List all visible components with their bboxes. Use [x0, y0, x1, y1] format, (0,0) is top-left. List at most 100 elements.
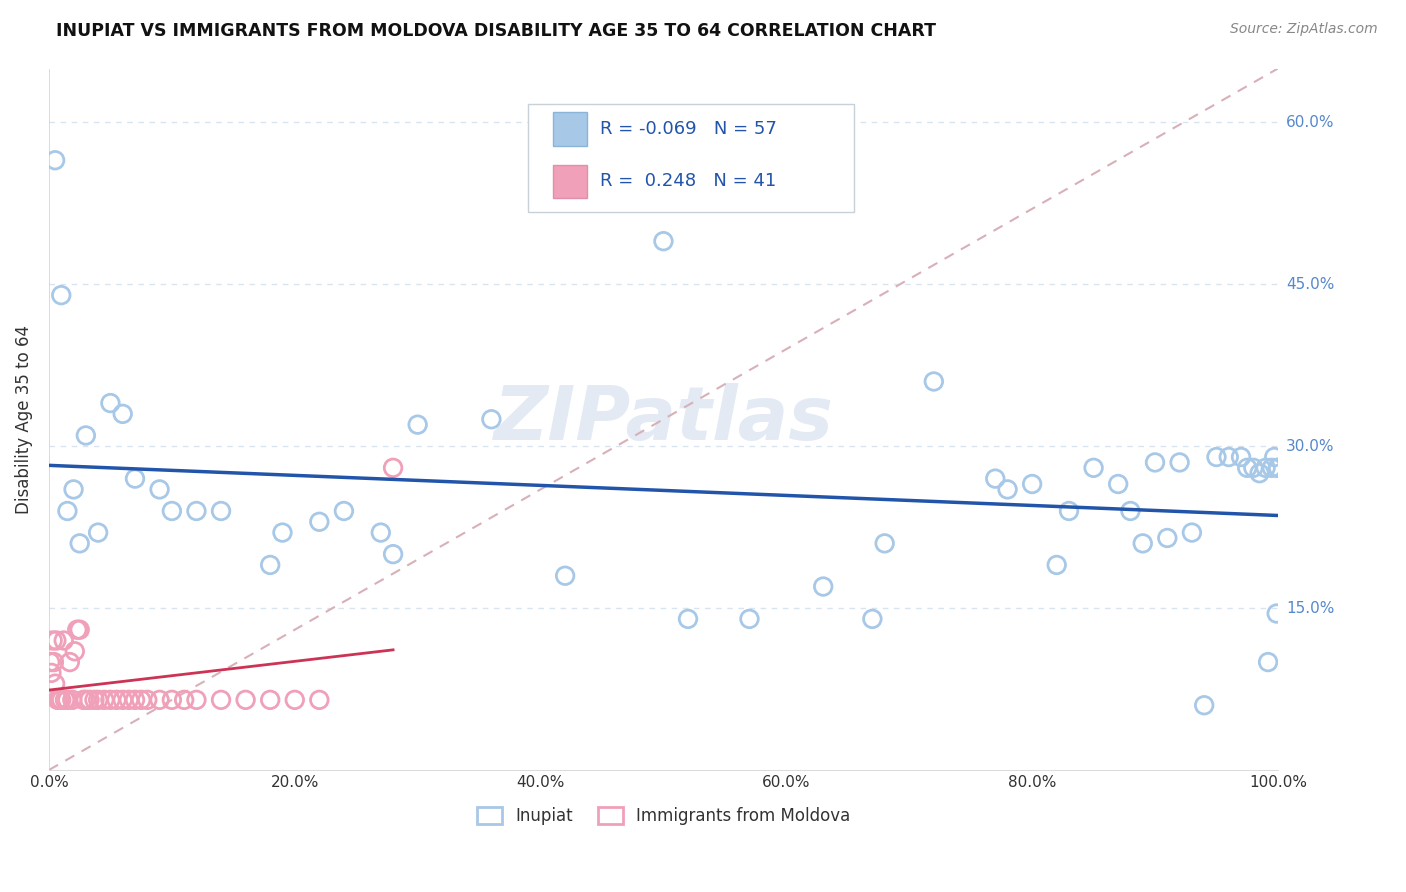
Point	[60, 693, 83, 707]
Point	[997, 483, 1019, 497]
Point	[1263, 450, 1285, 464]
Text: ZIPatlas: ZIPatlas	[494, 383, 834, 456]
Point	[111, 407, 134, 421]
Point	[209, 504, 232, 518]
Point	[87, 693, 110, 707]
Point	[118, 693, 141, 707]
Point	[63, 644, 86, 658]
Point	[45, 633, 67, 648]
Text: R = -0.069   N = 57: R = -0.069 N = 57	[599, 120, 776, 138]
Point	[100, 396, 122, 410]
Point	[1107, 477, 1129, 491]
Point	[160, 504, 183, 518]
Point	[652, 234, 675, 248]
Point	[136, 693, 159, 707]
Point	[69, 536, 91, 550]
Point	[1236, 460, 1258, 475]
Point	[100, 693, 122, 707]
Point	[56, 504, 79, 518]
Point	[479, 412, 502, 426]
Point	[271, 525, 294, 540]
Point	[554, 568, 576, 582]
Text: INUPIAT VS IMMIGRANTS FROM MOLDOVA DISABILITY AGE 35 TO 64 CORRELATION CHART: INUPIAT VS IMMIGRANTS FROM MOLDOVA DISAB…	[56, 22, 936, 40]
Point	[44, 676, 66, 690]
Text: 45.0%: 45.0%	[1286, 277, 1334, 292]
Point	[382, 460, 405, 475]
Point	[44, 153, 66, 168]
Point	[59, 655, 82, 669]
Y-axis label: Disability Age 35 to 64: Disability Age 35 to 64	[15, 325, 32, 514]
Text: R =  0.248   N = 41: R = 0.248 N = 41	[599, 172, 776, 191]
Point	[69, 623, 91, 637]
Point	[49, 693, 72, 707]
Point	[1021, 477, 1043, 491]
Point	[52, 633, 75, 648]
Point	[1261, 460, 1284, 475]
Point	[1156, 531, 1178, 545]
Point	[42, 655, 65, 669]
Point	[62, 483, 84, 497]
Point	[1132, 536, 1154, 550]
Point	[39, 655, 62, 669]
Point	[51, 288, 73, 302]
Point	[813, 580, 835, 594]
Point	[160, 693, 183, 707]
Bar	[553, 112, 588, 145]
Point	[1046, 558, 1069, 572]
Point	[51, 693, 73, 707]
Point	[66, 623, 89, 637]
Point	[984, 472, 1007, 486]
Point	[173, 693, 195, 707]
Point	[75, 428, 97, 442]
Point	[259, 693, 281, 707]
Text: 30.0%: 30.0%	[1286, 439, 1334, 454]
Point	[93, 693, 115, 707]
Point	[1181, 525, 1204, 540]
Bar	[553, 165, 588, 198]
Point	[1218, 450, 1240, 464]
Point	[1267, 460, 1289, 475]
Point	[87, 525, 110, 540]
Point	[1083, 460, 1105, 475]
Point	[308, 693, 330, 707]
Point	[284, 693, 307, 707]
Point	[370, 525, 392, 540]
Point	[738, 612, 761, 626]
Point	[41, 633, 63, 648]
Point	[1230, 450, 1253, 464]
Point	[53, 693, 76, 707]
Point	[1119, 504, 1142, 518]
Point	[1057, 504, 1080, 518]
Point	[41, 665, 63, 680]
Text: Source: ZipAtlas.com: Source: ZipAtlas.com	[1230, 22, 1378, 37]
Point	[186, 504, 208, 518]
Point	[72, 693, 94, 707]
Point	[1257, 655, 1279, 669]
Point	[676, 612, 699, 626]
Text: 15.0%: 15.0%	[1286, 600, 1334, 615]
Point	[406, 417, 429, 432]
Point	[1254, 460, 1277, 475]
Point	[333, 504, 356, 518]
Point	[1168, 455, 1191, 469]
Point	[873, 536, 896, 550]
Point	[79, 693, 101, 707]
Point	[1267, 460, 1289, 475]
Point	[75, 693, 97, 707]
Point	[129, 693, 152, 707]
Point	[1205, 450, 1227, 464]
Point	[922, 375, 945, 389]
Point	[148, 483, 170, 497]
Point	[259, 558, 281, 572]
Point	[48, 693, 70, 707]
Point	[1241, 460, 1264, 475]
Point	[860, 612, 883, 626]
Point	[235, 693, 257, 707]
Point	[124, 693, 146, 707]
Point	[56, 693, 79, 707]
Point	[186, 693, 208, 707]
Text: 60.0%: 60.0%	[1286, 115, 1334, 130]
Point	[308, 515, 330, 529]
FancyBboxPatch shape	[529, 103, 853, 212]
Point	[148, 693, 170, 707]
